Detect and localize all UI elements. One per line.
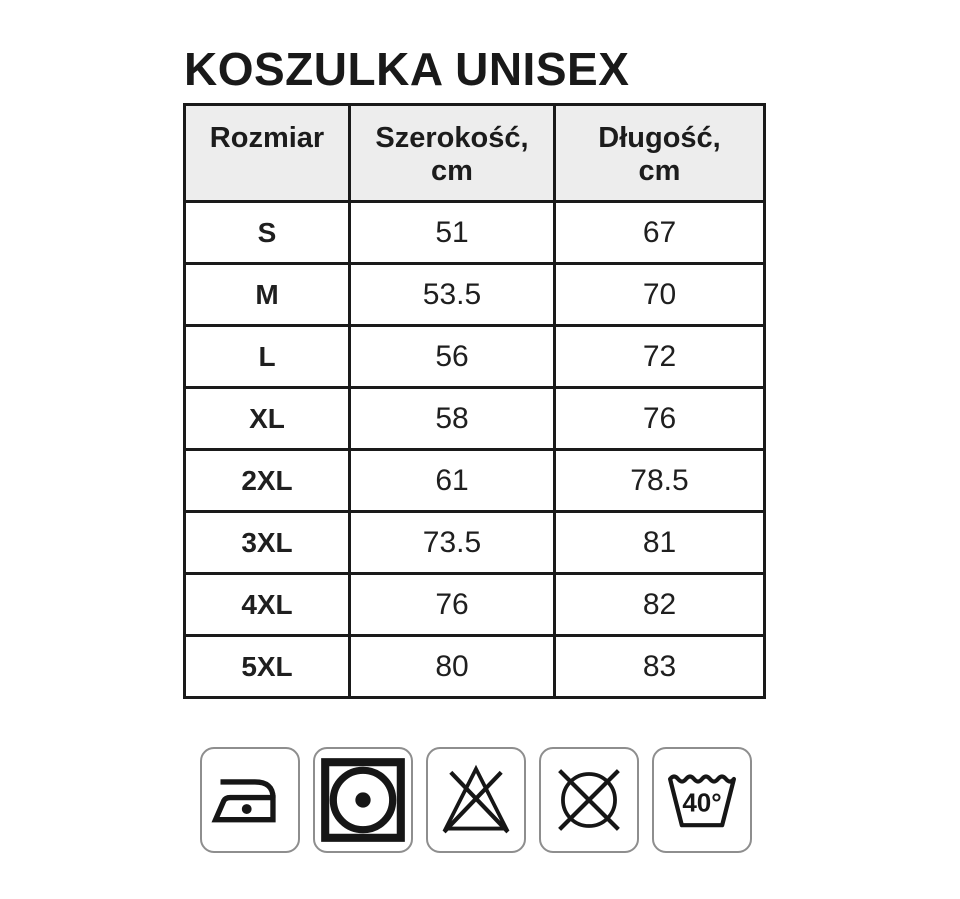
header-row: Rozmiar Szerokość, cm Długość, cm: [183, 103, 766, 203]
table-row: L 56 72: [183, 324, 766, 389]
size-value: S: [183, 200, 351, 265]
page-title: KOSZULKA UNISEX: [184, 43, 630, 95]
tumble-dry-icon: [321, 758, 405, 842]
table-row: 3XL 73.5 81: [183, 510, 766, 575]
care-symbol-box: 40°: [652, 747, 752, 853]
do-not-bleach-icon: [442, 764, 510, 834]
size-value: M: [183, 262, 351, 327]
care-symbol-box: [539, 747, 639, 853]
care-symbol-box: [426, 747, 526, 853]
width-value: 80: [348, 634, 556, 699]
care-symbols-row: 40°: [200, 747, 752, 853]
size-value: 2XL: [183, 448, 351, 513]
do-not-dry-clean-icon: [558, 769, 620, 831]
length-value: 83: [553, 634, 766, 699]
length-value: 70: [553, 262, 766, 327]
care-symbol-box: [200, 747, 300, 853]
table-row: S 51 67: [183, 200, 766, 265]
table-row: 5XL 80 83: [183, 634, 766, 699]
width-value: 56: [348, 324, 556, 389]
size-value: XL: [183, 386, 351, 451]
width-value: 61: [348, 448, 556, 513]
width-value: 58: [348, 386, 556, 451]
column-header-label: Szerokość,: [375, 122, 529, 154]
column-header-unit: cm: [431, 155, 473, 187]
column-header-label: Rozmiar: [209, 122, 325, 154]
size-table: Rozmiar Szerokość, cm Długość, cm S 51 6…: [183, 103, 766, 699]
length-value: 81: [553, 510, 766, 575]
column-header-label: Długość,: [598, 122, 721, 154]
column-header-size: Rozmiar: [183, 103, 351, 203]
column-header-unit: cm: [638, 155, 681, 187]
size-value: 4XL: [183, 572, 351, 637]
size-table-body: S 51 67 M 53.5 70 L 56 72 XL 58 76 2XL 6…: [183, 200, 766, 699]
table-row: XL 58 76: [183, 386, 766, 451]
width-value: 76: [348, 572, 556, 637]
wash-40-icon: 40°: [667, 774, 737, 828]
length-value: 82: [553, 572, 766, 637]
size-table-header: Rozmiar Szerokość, cm Długość, cm: [183, 103, 766, 203]
size-value: 5XL: [183, 634, 351, 699]
size-value: 3XL: [183, 510, 351, 575]
care-symbol-box: [313, 747, 413, 853]
column-header-length: Długość, cm: [553, 103, 766, 203]
table-row: 4XL 76 82: [183, 572, 766, 637]
length-value: 67: [553, 200, 766, 265]
table-row: M 53.5 70: [183, 262, 766, 327]
column-header-width: Szerokość, cm: [348, 103, 556, 203]
width-value: 73.5: [348, 510, 556, 575]
size-value: L: [183, 324, 351, 389]
length-value: 72: [553, 324, 766, 389]
wash-temperature-label: 40°: [682, 788, 721, 818]
iron-low-icon: [211, 779, 276, 823]
length-value: 76: [553, 386, 766, 451]
length-value: 78.5: [553, 448, 766, 513]
table-row: 2XL 61 78.5: [183, 448, 766, 513]
width-value: 53.5: [348, 262, 556, 327]
width-value: 51: [348, 200, 556, 265]
